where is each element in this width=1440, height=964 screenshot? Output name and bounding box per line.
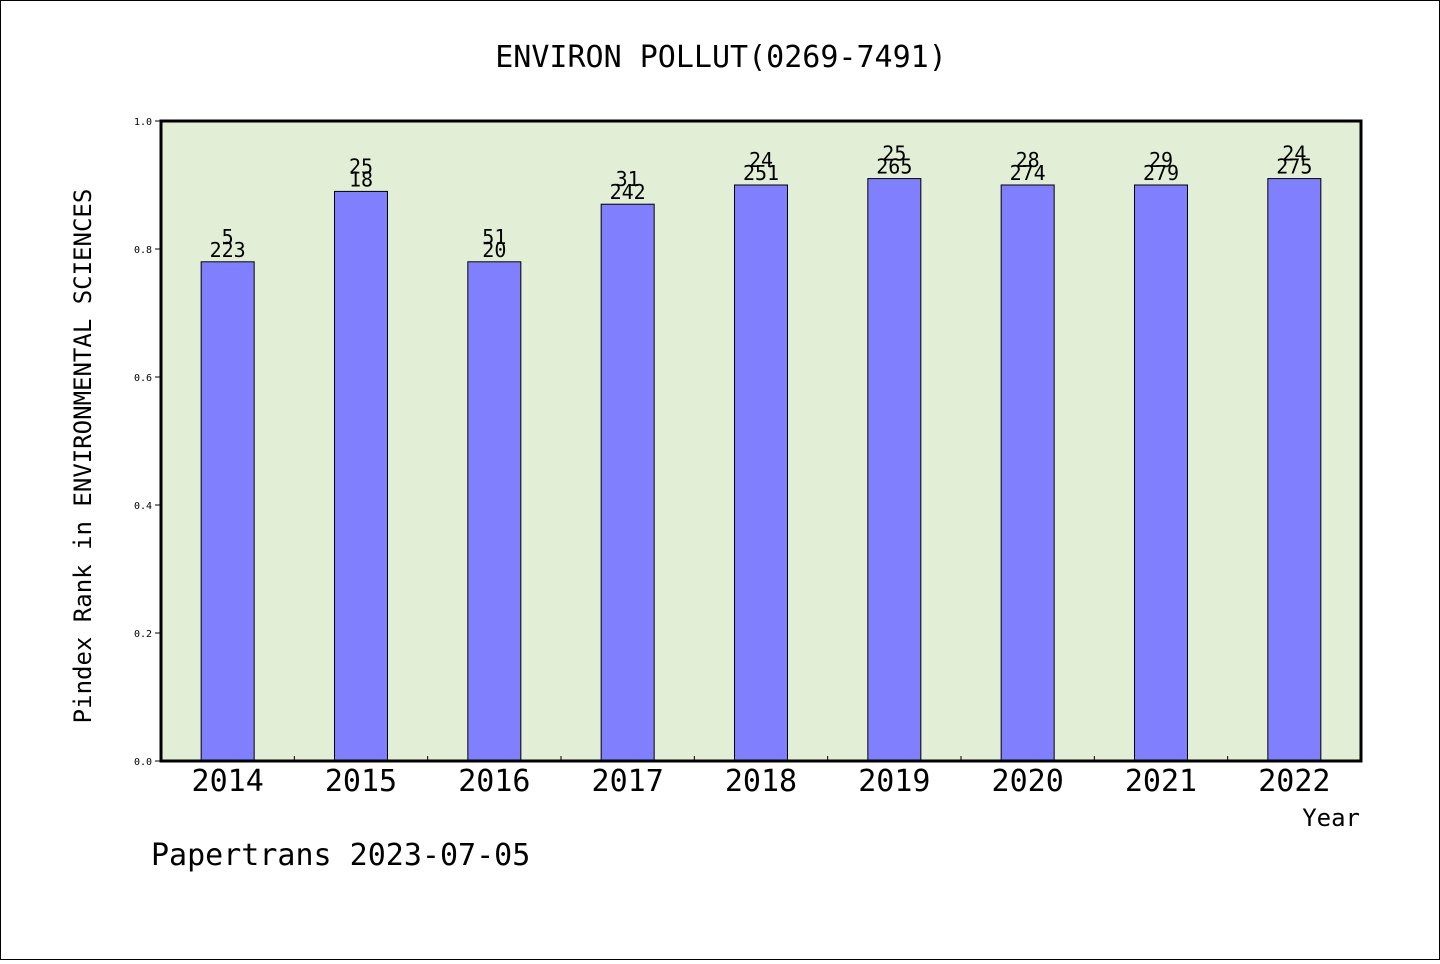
bar-total-label: 279 xyxy=(1143,161,1179,185)
bar-rank-label: 5 xyxy=(222,225,234,249)
plot-border xyxy=(159,119,1363,763)
y-axis-ticks: 0.0 0.2 0.4 0.6 0.8 1.0 xyxy=(134,117,161,768)
x-tick-label: 2015 xyxy=(325,764,397,799)
y-tick-label: 0.6 xyxy=(134,373,152,384)
bar-total-label: 274 xyxy=(1010,161,1046,185)
bar-total-label: 251 xyxy=(743,161,779,185)
y-tick-label: 0.4 xyxy=(134,501,152,512)
x-axis-label: Year xyxy=(1302,804,1360,832)
bar-rank-label: 31 xyxy=(616,167,640,191)
bar-2022 xyxy=(1267,178,1322,762)
bar-total-label: 20 xyxy=(482,238,506,262)
y-tick-label: 1.0 xyxy=(134,117,152,128)
bar-rank-label: 24 xyxy=(1282,142,1306,166)
bar-2018 xyxy=(734,184,788,762)
x-tick-label: 2021 xyxy=(1125,764,1197,799)
bar-total-label: 242 xyxy=(610,180,646,204)
bar-rank-label: 24 xyxy=(749,148,773,172)
x-tick-label: 2017 xyxy=(592,764,664,799)
bar-2014 xyxy=(200,261,255,762)
bar-rank-label: 25 xyxy=(349,154,373,178)
x-tick-label: 2016 xyxy=(458,764,530,799)
bar-rank-label: 25 xyxy=(882,142,906,166)
bar-2017 xyxy=(600,203,655,762)
bar-2020 xyxy=(1000,184,1055,762)
chart-title: ENVIRON POLLUT(0269-7491) xyxy=(495,40,947,75)
x-tick-label: 2020 xyxy=(992,764,1064,799)
y-tick-label: 0.2 xyxy=(134,629,152,640)
x-tick-label: 2018 xyxy=(725,764,797,799)
bar-rank-label: 51 xyxy=(482,225,506,249)
x-axis-ticks: 2014 2015 2016 2017 2018 2019 2020 2021 2022 xyxy=(192,756,1330,799)
y-tick-label: 0.8 xyxy=(134,245,152,256)
bar-total-label: 275 xyxy=(1276,155,1312,179)
bar-2019 xyxy=(867,178,922,762)
bar-total-label: 223 xyxy=(210,238,246,262)
bar-2016 xyxy=(467,261,522,762)
watermark: Papertrans 2023-07-05 xyxy=(151,838,530,873)
bar-rank-label: 28 xyxy=(1016,148,1040,172)
y-tick-label: 0.0 xyxy=(134,757,152,768)
bar-total-label: 265 xyxy=(876,155,912,179)
bar-total-label: 18 xyxy=(349,167,373,191)
bar-2021 xyxy=(1134,184,1188,762)
bar-rank-label: 29 xyxy=(1149,148,1173,172)
x-tick-label: 2022 xyxy=(1258,764,1330,799)
bars xyxy=(200,178,1322,762)
x-tick-label: 2014 xyxy=(192,764,264,799)
y-axis-label: Pindex Rank in ENVIRONMENTAL SCIENCES xyxy=(69,189,97,724)
bar-2015 xyxy=(334,190,388,762)
x-tick-label: 2019 xyxy=(858,764,930,799)
